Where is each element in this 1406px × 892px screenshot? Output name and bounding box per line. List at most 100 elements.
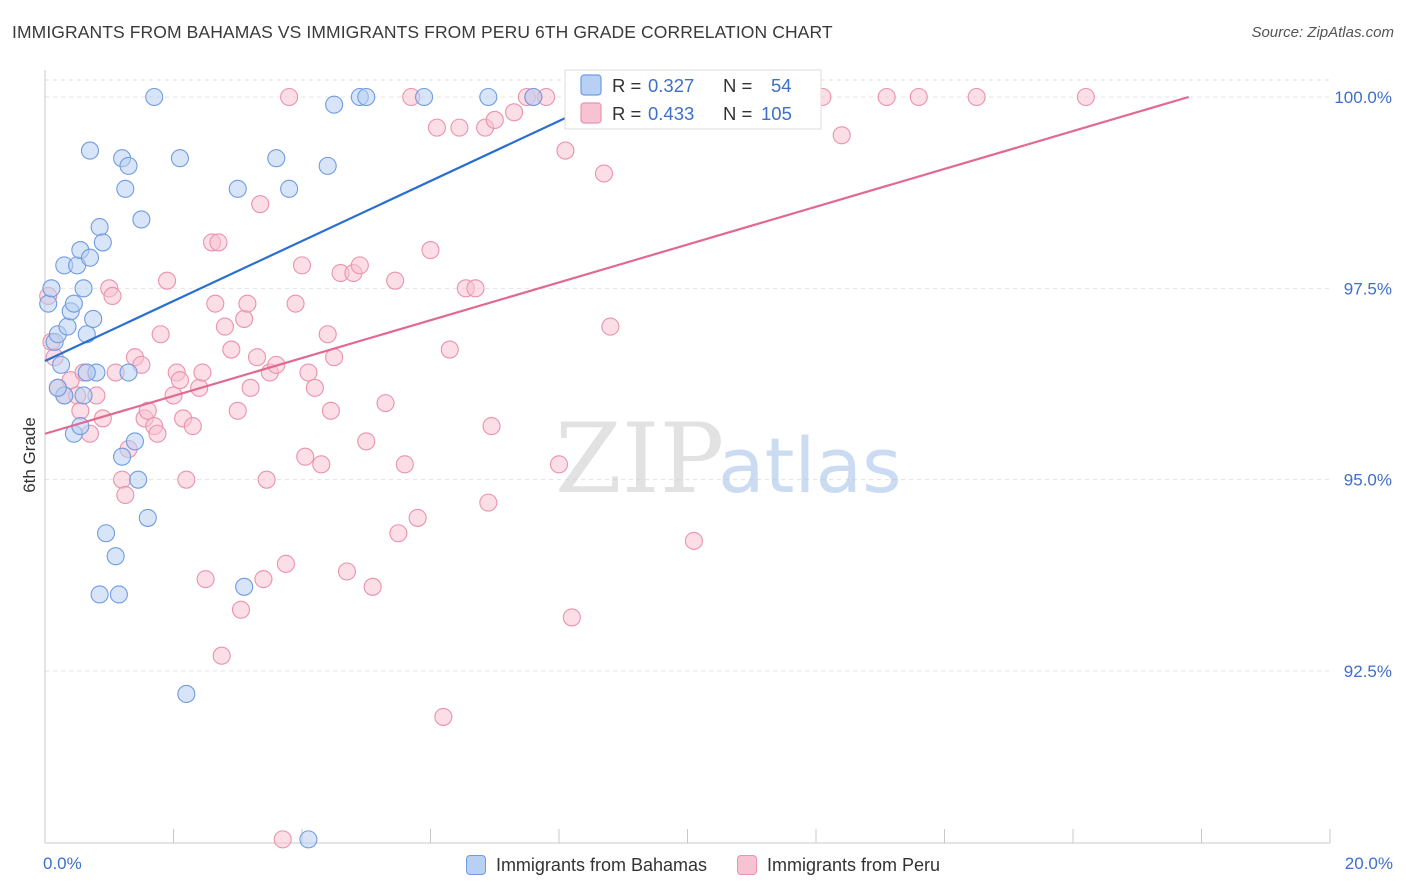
series-bahamas-points — [39, 87, 614, 849]
data-point-peru — [254, 570, 273, 589]
y-tick-label: 95.0% — [1344, 471, 1392, 490]
data-point-peru — [479, 493, 498, 512]
source-label[interactable]: Source: ZipAtlas.com — [1251, 24, 1394, 41]
data-point-peru — [832, 126, 851, 145]
legend-item-peru[interactable]: Immigrants from Peru — [737, 851, 940, 879]
trend-line-peru — [44, 95, 1189, 435]
stats-n-value-peru: 105 — [761, 103, 792, 124]
data-point-peru — [177, 470, 196, 489]
data-point-peru — [427, 118, 446, 137]
data-point-bahamas — [113, 447, 132, 466]
data-point-peru — [138, 401, 157, 420]
data-point-bahamas — [119, 156, 138, 175]
data-point-bahamas — [177, 684, 196, 704]
data-point-bahamas — [80, 141, 100, 160]
data-point-bahamas — [228, 179, 247, 198]
data-point-bahamas — [52, 355, 71, 374]
stats-swatch-bahamas — [580, 74, 602, 96]
stats-r-label-peru: R = — [612, 103, 641, 124]
data-point-peru — [299, 363, 318, 382]
data-point-peru — [215, 317, 234, 336]
data-point-peru — [296, 447, 315, 466]
data-point-bahamas — [77, 363, 96, 382]
data-point-peru — [231, 600, 251, 619]
watermark-zip: ZIP — [555, 403, 724, 515]
legend-swatch-peru — [737, 855, 757, 875]
axes — [44, 70, 1331, 844]
data-point-peru — [363, 577, 382, 596]
data-point-peru — [222, 340, 241, 359]
data-point-peru — [549, 455, 569, 474]
data-point-peru — [684, 531, 703, 550]
series-peru-points — [39, 87, 1095, 849]
data-point-peru — [251, 195, 270, 214]
data-point-peru — [116, 485, 135, 505]
data-point-peru — [276, 554, 295, 573]
data-point-peru — [450, 118, 469, 137]
stats-r-label-bahamas: R = — [612, 75, 641, 96]
data-point-peru — [241, 378, 260, 397]
data-point-peru — [151, 325, 170, 344]
data-point-bahamas — [74, 279, 93, 298]
data-point-peru — [238, 294, 257, 313]
data-point-bahamas — [84, 309, 103, 328]
data-point-bahamas — [58, 317, 77, 336]
data-point-bahamas — [170, 149, 189, 168]
trend-line-bahamas — [44, 96, 611, 363]
data-point-peru — [206, 294, 225, 313]
data-point-peru — [421, 241, 440, 260]
legend-item-bahamas[interactable]: Immigrants from Bahamas — [465, 851, 707, 879]
data-point-bahamas — [116, 179, 135, 198]
data-point-peru — [434, 707, 453, 726]
data-point-peru — [196, 570, 215, 589]
data-point-bahamas — [77, 325, 96, 344]
y-tick-label: 100.0% — [1334, 88, 1392, 107]
x-tick-label-min: 0.0% — [43, 854, 82, 873]
data-point-peru — [594, 164, 614, 183]
data-point-peru — [235, 309, 254, 328]
data-point-bahamas — [64, 294, 83, 313]
y-tick-label: 92.5% — [1344, 662, 1392, 681]
data-point-bahamas — [42, 279, 61, 298]
data-point-peru — [257, 470, 276, 489]
data-point-bahamas — [119, 363, 138, 382]
stats-legend: R = 0.327 N = 54 R = 0.433 N = 105 — [564, 69, 822, 130]
data-point-bahamas — [524, 87, 543, 107]
data-point-peru — [312, 455, 331, 474]
watermark-atlas: atlas — [718, 421, 902, 510]
legend-label-bahamas: Immigrants from Bahamas — [495, 854, 707, 875]
data-point-peru — [485, 110, 504, 130]
bottom-legend: Immigrants from Bahamas Immigrants from … — [0, 851, 1406, 879]
stats-legend-box — [564, 69, 822, 130]
data-point-peru — [389, 524, 408, 543]
data-point-bahamas — [74, 386, 93, 405]
data-point-bahamas — [125, 432, 144, 451]
data-point-bahamas — [357, 87, 376, 107]
data-point-peru — [601, 317, 620, 336]
data-point-peru — [909, 87, 928, 107]
data-point-peru — [556, 141, 575, 160]
legend-label-peru: Immigrants from Peru — [767, 854, 941, 875]
data-point-bahamas — [48, 378, 67, 397]
data-point-bahamas — [96, 524, 116, 543]
data-point-peru — [562, 608, 581, 627]
data-point-peru — [148, 424, 167, 443]
data-point-peru — [305, 378, 324, 397]
data-point-peru — [321, 401, 340, 420]
data-point-peru — [482, 417, 501, 436]
stats-r-value-peru: 0.433 — [648, 103, 694, 124]
data-point-bahamas — [415, 87, 434, 107]
stats-swatch-peru — [580, 102, 602, 124]
data-point-bahamas — [267, 149, 286, 168]
data-point-peru — [103, 286, 122, 306]
tick-labels: 92.5% 95.0% 97.5% 100.0% 0.0% 20.0% — [43, 88, 1393, 873]
data-point-bahamas — [39, 294, 58, 313]
data-point-peru — [386, 271, 405, 290]
data-point-bahamas — [106, 547, 125, 566]
stats-r-value-bahamas: 0.327 — [648, 75, 694, 96]
data-point-peru — [877, 87, 896, 107]
data-point-bahamas — [80, 248, 100, 267]
data-point-bahamas — [235, 577, 254, 596]
data-point-peru — [273, 830, 292, 849]
